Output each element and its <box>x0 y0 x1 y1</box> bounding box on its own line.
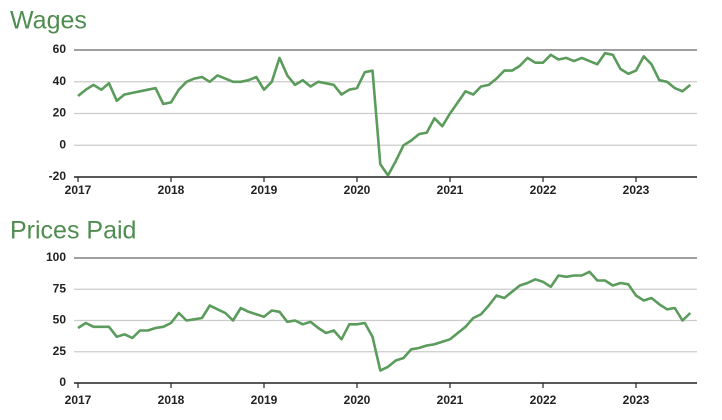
x-tick-label: 2021 <box>437 183 464 197</box>
data-line <box>77 51 692 177</box>
y-tick-label: 0 <box>59 137 66 151</box>
x-tick-label: 2018 <box>158 393 185 407</box>
x-tick-label: 2018 <box>158 183 185 197</box>
y-tick-label: -20 <box>49 169 67 183</box>
y-tick-label: 60 <box>53 42 67 56</box>
x-tick-label: 2021 <box>437 393 464 407</box>
x-tick-label: 2023 <box>623 393 650 407</box>
x-tick-label: 2019 <box>251 393 278 407</box>
x-tick-label: 2020 <box>344 393 371 407</box>
y-tick-label: 0 <box>59 375 66 389</box>
y-tick-label: 40 <box>53 74 67 88</box>
x-tick-label: 2022 <box>530 183 557 197</box>
x-tick-label: 2017 <box>65 183 92 197</box>
y-tick-label: 75 <box>53 281 67 295</box>
chart-title: Wages <box>10 7 87 35</box>
y-tick-label: 50 <box>53 313 67 327</box>
y-tick-label: 25 <box>53 344 67 358</box>
y-tick-label: 100 <box>46 250 66 264</box>
x-tick-label: 2017 <box>65 393 92 407</box>
x-tick-label: 2022 <box>530 393 557 407</box>
x-tick-label: 2023 <box>623 183 650 197</box>
x-tick-label: 2020 <box>344 183 371 197</box>
data-line <box>77 270 692 372</box>
y-tick-label: 20 <box>53 106 67 120</box>
x-tick-label: 2019 <box>251 183 278 197</box>
chart-title: Prices Paid <box>10 217 136 245</box>
